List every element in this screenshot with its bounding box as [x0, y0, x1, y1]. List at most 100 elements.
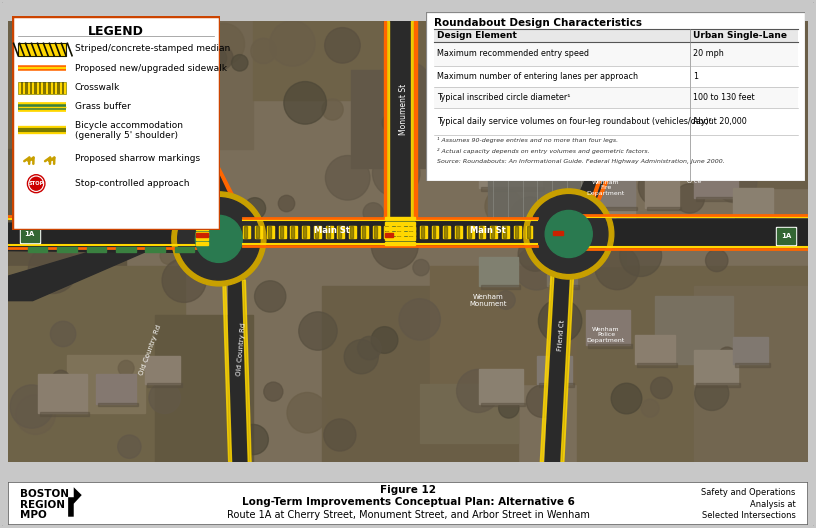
Text: Bicycle accommodation
(generally 5' shoulder): Bicycle accommodation (generally 5' shou…	[75, 120, 183, 140]
Bar	[503, 226, 506, 238]
Text: Main St: Main St	[313, 225, 349, 234]
Text: MPO: MPO	[20, 510, 47, 520]
Bar	[384, 21, 387, 219]
Text: Roundabout Design Characteristics: Roundabout Design Characteristics	[433, 17, 641, 27]
Circle shape	[561, 131, 582, 151]
Bar	[145, 247, 165, 252]
Circle shape	[675, 184, 704, 213]
Bar	[197, 227, 208, 230]
Circle shape	[322, 99, 344, 120]
Bar	[290, 226, 297, 238]
Circle shape	[497, 291, 515, 309]
Bar	[429, 266, 577, 384]
Circle shape	[16, 395, 55, 435]
Circle shape	[515, 247, 558, 290]
Bar	[373, 226, 379, 238]
Bar	[548, 208, 626, 266]
Bar	[197, 237, 208, 240]
Bar	[280, 226, 282, 238]
Circle shape	[457, 370, 499, 412]
Bar	[478, 139, 543, 188]
Circle shape	[232, 54, 248, 71]
Polygon shape	[8, 221, 199, 252]
Polygon shape	[540, 273, 554, 463]
Bar	[315, 226, 318, 238]
Bar	[735, 216, 774, 220]
Bar	[20, 225, 39, 243]
Bar	[481, 402, 525, 407]
Circle shape	[86, 24, 132, 70]
Circle shape	[209, 46, 233, 70]
Circle shape	[650, 377, 672, 399]
FancyBboxPatch shape	[12, 16, 220, 230]
Bar	[385, 226, 388, 238]
Bar	[696, 197, 740, 201]
Bar	[67, 354, 145, 413]
Bar	[314, 226, 321, 238]
Circle shape	[28, 175, 45, 193]
Bar	[414, 21, 417, 219]
Circle shape	[10, 385, 53, 428]
Circle shape	[526, 385, 559, 418]
Polygon shape	[223, 280, 232, 463]
Bar	[57, 82, 60, 94]
Bar	[433, 65, 798, 87]
Text: 100 to 130 feet: 100 to 130 feet	[694, 93, 755, 102]
Bar	[197, 242, 208, 245]
Bar	[96, 374, 135, 403]
Bar	[116, 208, 135, 215]
Bar	[716, 99, 750, 102]
Bar	[655, 296, 734, 364]
Circle shape	[387, 62, 431, 106]
Bar	[478, 226, 486, 238]
Circle shape	[363, 203, 384, 223]
Polygon shape	[597, 21, 676, 200]
Circle shape	[518, 237, 552, 271]
Circle shape	[162, 258, 206, 303]
Circle shape	[371, 222, 418, 269]
Bar	[291, 226, 295, 238]
Circle shape	[70, 21, 112, 62]
Text: Arbor St: Arbor St	[639, 83, 661, 116]
Circle shape	[325, 27, 360, 63]
Text: ² Actual capacity depends on entry volumes and geometric factors.: ² Actual capacity depends on entry volum…	[437, 148, 650, 155]
Bar	[8, 149, 126, 266]
Circle shape	[524, 189, 614, 279]
Bar	[637, 363, 676, 367]
Text: Design Element: Design Element	[437, 31, 517, 40]
Bar	[432, 226, 438, 238]
Circle shape	[132, 45, 167, 80]
Bar	[326, 226, 333, 238]
Bar	[385, 227, 415, 230]
Circle shape	[228, 378, 248, 398]
Bar	[549, 285, 579, 289]
Text: Safety and Operations: Safety and Operations	[702, 488, 796, 497]
Text: Route 1A at Cherry Street, Monument Street, and Arbor Street in Wenham: Route 1A at Cherry Street, Monument Stre…	[227, 511, 589, 521]
Bar	[432, 226, 436, 238]
Circle shape	[509, 197, 552, 239]
Bar	[514, 226, 521, 238]
Bar	[8, 21, 204, 168]
Bar	[408, 226, 415, 238]
Bar	[502, 226, 509, 238]
Bar	[39, 89, 83, 93]
Circle shape	[539, 299, 582, 343]
Circle shape	[641, 399, 659, 417]
Bar	[145, 356, 180, 384]
Bar	[411, 21, 414, 219]
Text: First Church: First Church	[563, 56, 610, 65]
Bar	[28, 208, 47, 215]
Text: Wenham
Police
Department: Wenham Police Department	[587, 327, 625, 343]
Bar	[57, 208, 77, 215]
Bar	[596, 178, 636, 208]
Bar	[734, 188, 773, 218]
Text: Striped/concrete-stamped median: Striped/concrete-stamped median	[75, 44, 230, 53]
Bar	[455, 226, 462, 238]
Bar	[616, 21, 812, 119]
Bar	[491, 226, 494, 238]
Bar	[481, 285, 520, 289]
Bar	[647, 206, 681, 211]
Circle shape	[461, 152, 490, 180]
Polygon shape	[8, 219, 202, 300]
Bar	[349, 226, 356, 238]
